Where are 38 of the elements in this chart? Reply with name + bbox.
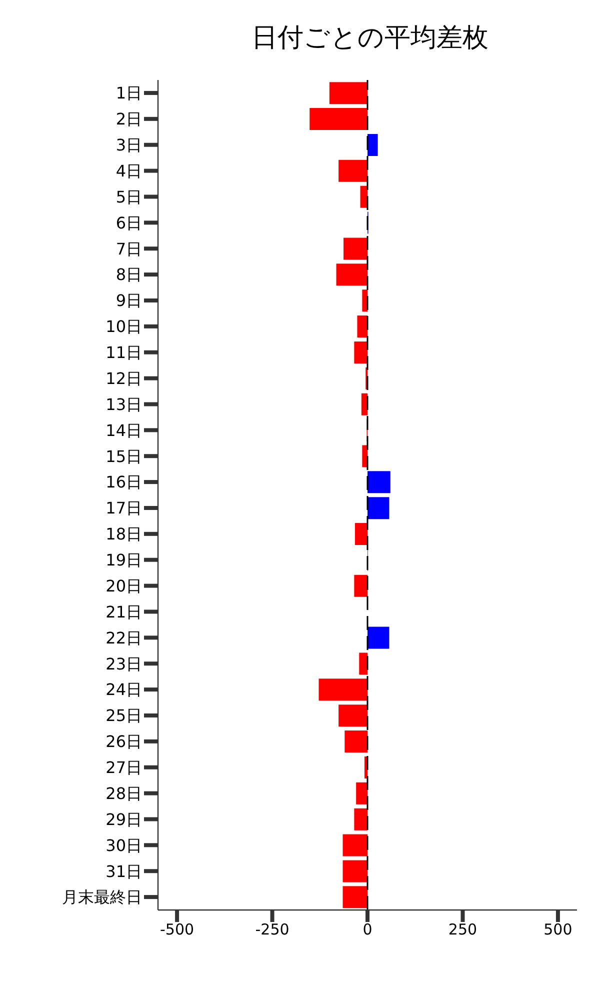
y-tick-label: 18日 [106,524,142,544]
y-tick-label: 28日 [106,784,142,803]
y-tick-label: 22日 [106,628,142,648]
y-tick-label: 9日 [116,291,142,310]
y-tick-label: 3日 [116,136,142,155]
y-tick-label: 13日 [106,394,142,414]
y-tick-label: 23日 [106,654,142,674]
y-tick-label: 17日 [106,498,142,518]
x-tick-label: 0 [362,920,372,939]
y-tick-label: 11日 [106,343,142,362]
y-tick-label: 15日 [106,446,142,466]
y-tick-label: 月末最終日 [62,888,142,907]
y-tick-label: 16日 [106,472,142,492]
y-tick-label: 29日 [106,810,142,829]
y-tick-label: 31日 [106,862,142,881]
y-tick-label: 7日 [116,239,142,258]
y-tick-label: 19日 [106,550,142,570]
y-tick-label: 5日 [116,187,142,206]
y-tick-label: 21日 [106,602,142,622]
y-tick-label: 2日 [116,110,142,129]
y-tick-label: 25日 [106,706,142,726]
y-tick-label: 14日 [106,420,142,440]
y-tick-label: 27日 [106,758,142,778]
x-tick-label: 500 [544,920,572,939]
y-tick-label: 30日 [106,836,142,855]
y-tick-label: 1日 [116,84,142,103]
x-tick-label: -500 [160,920,194,939]
x-tick-label: -250 [255,920,290,939]
y-tick-label: 10日 [106,317,142,336]
y-tick-label: 26日 [106,732,142,752]
y-tick-label: 12日 [106,368,142,388]
chart-title: 日付ごとの平均差枚 [250,22,490,55]
x-tick-label: 250 [448,920,478,939]
y-tick-label: 6日 [116,213,142,232]
y-tick-label: 4日 [116,161,142,180]
y-tick-label: 20日 [106,576,142,596]
y-tick-label: 24日 [106,680,142,700]
y-tick-label: 8日 [116,265,142,284]
